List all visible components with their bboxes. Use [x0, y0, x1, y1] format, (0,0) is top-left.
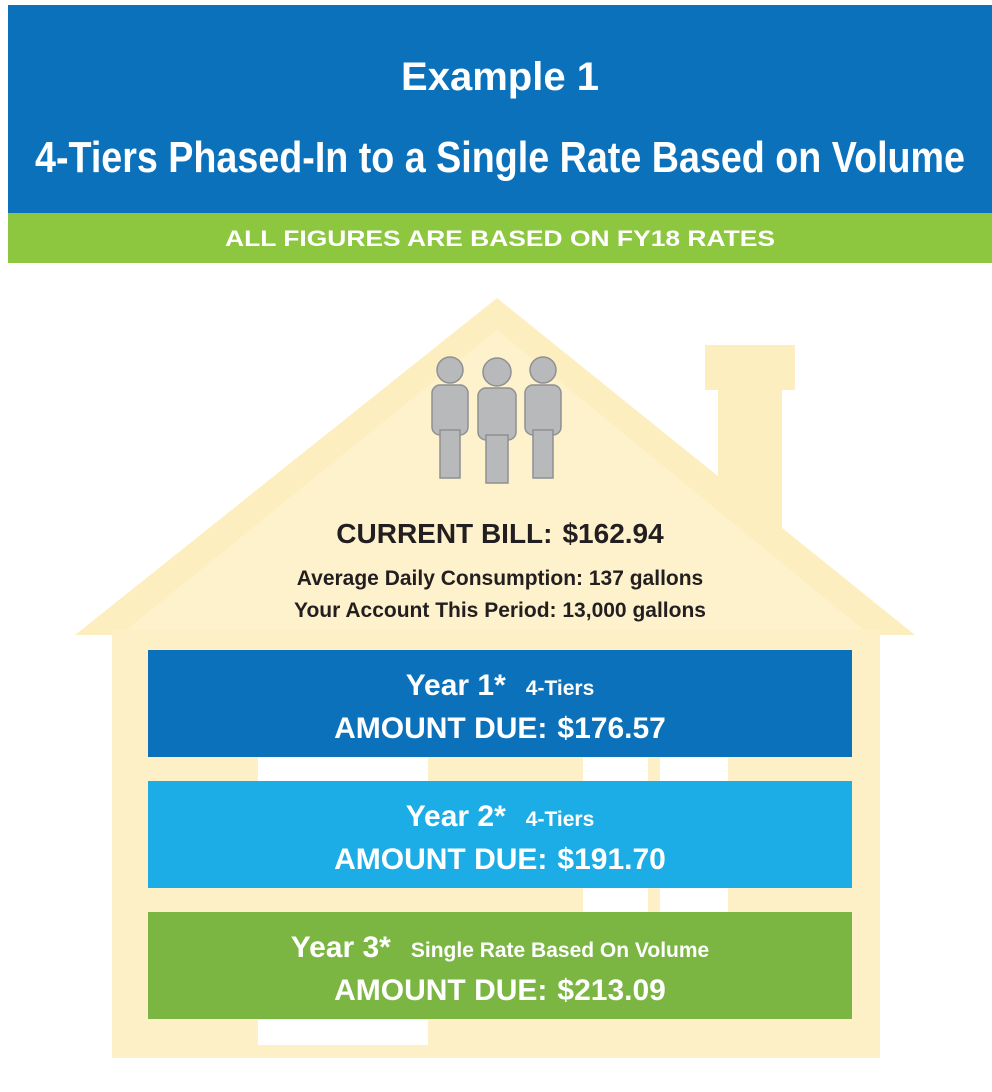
- amount-due: AMOUNT DUE: $191.70: [334, 843, 666, 876]
- amount-due: AMOUNT DUE: $176.57: [334, 712, 666, 745]
- current-bill-label: CURRENT BILL:: [336, 518, 552, 549]
- current-bill: CURRENT BILL: $162.94: [336, 518, 664, 549]
- year-box: [148, 781, 852, 888]
- year-plan: 4-Tiers: [526, 808, 595, 831]
- amount-due: AMOUNT DUE: $213.09: [334, 974, 666, 1007]
- header-band: [8, 5, 992, 213]
- door: [258, 1020, 428, 1045]
- year-label: Year 2*: [406, 800, 506, 833]
- amount-value: $213.09: [557, 974, 665, 1007]
- banner: ALL FIGURES ARE BASED ON FY18 RATES: [225, 226, 775, 251]
- year-plan: Single Rate Based On Volume: [411, 939, 709, 962]
- year-box: [148, 650, 852, 757]
- amount-value: $176.57: [557, 712, 665, 745]
- detail-line: Your Account This Period: 13,000 gallons: [294, 599, 706, 622]
- detail-line: Average Daily Consumption: 137 gallons: [297, 567, 704, 590]
- amount-label: AMOUNT DUE:: [334, 843, 547, 876]
- current-bill-amount: $162.94: [562, 518, 664, 549]
- year-heading: Year 3* Single Rate Based On Volume: [291, 931, 709, 964]
- subtitle: 4-Tiers Phased-In to a Single Rate Based…: [35, 133, 965, 182]
- year-plan: 4-Tiers: [526, 677, 595, 700]
- people-icon: [431, 356, 562, 484]
- year-heading: Year 1* 4-Tiers: [406, 669, 595, 702]
- year-label: Year 3*: [291, 931, 391, 964]
- title: Example 1: [401, 55, 599, 99]
- amount-label: AMOUNT DUE:: [334, 712, 547, 745]
- year-box: [148, 912, 852, 1019]
- year-heading: Year 2* 4-Tiers: [406, 800, 595, 833]
- amount-label: AMOUNT DUE:: [334, 974, 547, 1007]
- window: [258, 757, 428, 782]
- year-label: Year 1*: [406, 669, 506, 702]
- banner-band: [8, 213, 992, 263]
- chimney-cap: [705, 345, 795, 390]
- amount-value: $191.70: [557, 843, 665, 876]
